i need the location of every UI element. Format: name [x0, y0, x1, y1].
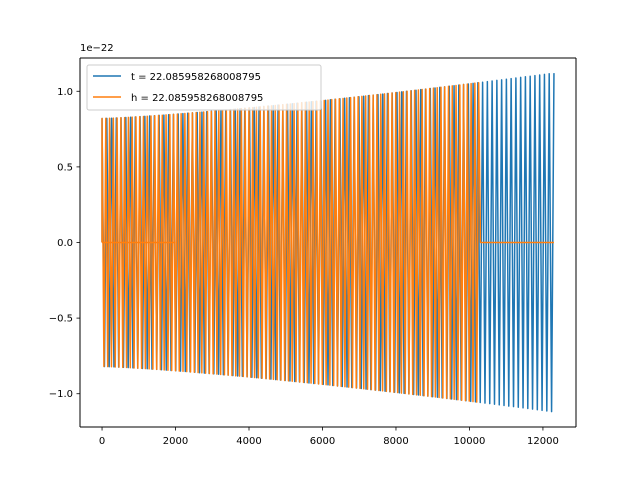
legend: t = 22.085958268008795 h = 22.0859582680…: [86, 64, 322, 111]
y-axis-ticks: 1.0 0.5 0.0 −0.5 −1.0: [49, 87, 80, 400]
y-tick-label: −1.0: [49, 389, 73, 400]
x-tick-label: 2000: [163, 436, 188, 447]
x-tick-label: 8000: [383, 436, 408, 447]
legend-box: [86, 64, 322, 111]
x-tick-label: 0: [99, 436, 105, 447]
x-tick-label: 10000: [454, 436, 486, 447]
legend-label-t: t = 22.085958268008795: [131, 72, 261, 83]
y-tick-label: −0.5: [49, 314, 73, 325]
y-tick-label: 0.0: [57, 238, 73, 249]
legend-label-h: h = 22.085958268008795: [131, 93, 263, 104]
x-tick-label: 12000: [527, 436, 559, 447]
x-axis-ticks: 0 2000 4000 6000 8000 10000 12000: [99, 427, 559, 447]
y-tick-label: 0.5: [57, 162, 73, 173]
y-offset-label: 1e−22: [80, 43, 114, 54]
x-tick-label: 4000: [236, 436, 261, 447]
series-layer: [101, 72, 555, 413]
y-tick-label: 1.0: [57, 87, 73, 98]
plot-area: [101, 72, 555, 413]
x-tick-label: 6000: [310, 436, 335, 447]
series-line-h: [101, 81, 554, 403]
